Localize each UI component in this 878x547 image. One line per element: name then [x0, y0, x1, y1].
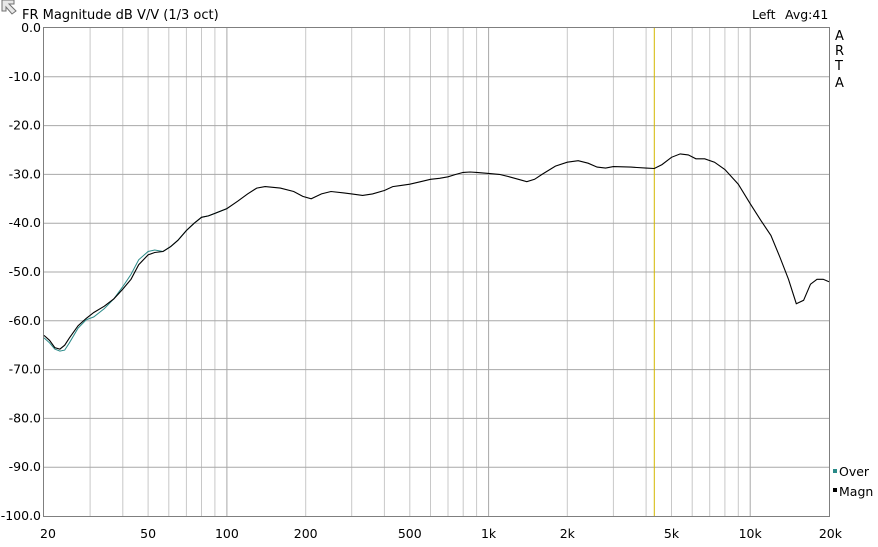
- legend-label-over: Over: [839, 464, 870, 479]
- y-tick-label: -40.0: [9, 215, 41, 230]
- x-axis-tick-labels: 20 50 100 200 500 1k 2k 5k 10k 20k: [40, 526, 843, 541]
- arta-letter-a2: A: [835, 76, 844, 91]
- average-label: Avg:41: [785, 7, 828, 22]
- legend-label-magn: Magn: [839, 484, 873, 499]
- x-tick-label: 5k: [664, 526, 680, 541]
- y-tick-label: -80.0: [9, 410, 41, 425]
- x-tick-label: 100: [215, 526, 239, 541]
- arta-letter-t: T: [834, 59, 843, 74]
- y-tick-label: -30.0: [9, 166, 41, 181]
- x-tick-label: 20k: [819, 526, 843, 541]
- y-tick-label: -60.0: [9, 313, 41, 328]
- pointer-icon: [1, 0, 17, 15]
- channel-label: Left: [752, 7, 776, 22]
- y-tick-label: -90.0: [9, 459, 41, 474]
- arta-letter-a1: A: [835, 29, 844, 44]
- x-tick-label: 2k: [560, 526, 576, 541]
- chart-title: FR Magnitude dB V/V (1/3 oct): [22, 8, 219, 23]
- x-tick-label: 500: [398, 526, 422, 541]
- y-tick-label: -70.0: [9, 362, 41, 377]
- y-axis-tick-labels: 0.0 -10.0 -20.0 -30.0 -40.0 -50.0 -60.0 -70.0 -8…: [1, 20, 41, 523]
- y-tick-label: -10.0: [9, 69, 41, 84]
- x-tick-label: 20: [40, 526, 56, 541]
- legend-swatch-magn: [833, 488, 837, 492]
- y-tick-label: -100.0: [1, 508, 41, 523]
- x-tick-label: 10k: [739, 526, 763, 541]
- arta-letter-r: R: [835, 44, 844, 59]
- legend: Over Magn: [833, 464, 873, 499]
- series-line-magn: [43, 153, 830, 350]
- x-tick-label: 50: [140, 526, 156, 541]
- y-tick-label: -50.0: [9, 264, 41, 279]
- x-tick-label: 200: [294, 526, 318, 541]
- x-tick-label: 1k: [481, 526, 497, 541]
- y-tick-label: 0.0: [21, 20, 41, 35]
- legend-swatch-over: [833, 469, 837, 473]
- grid-lines: [44, 28, 829, 516]
- y-tick-label: -20.0: [9, 118, 41, 133]
